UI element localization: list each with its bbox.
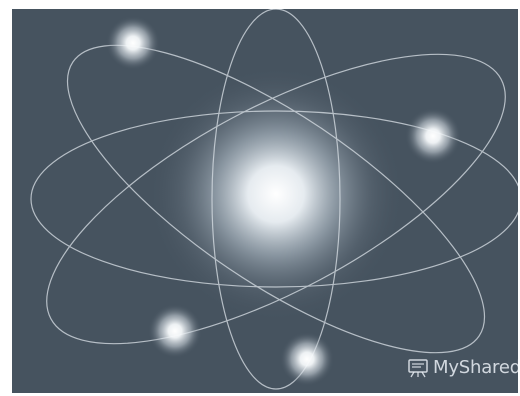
atom-illustration <box>12 9 518 393</box>
electron-glow-bottom-center <box>280 332 334 386</box>
rising-orbit <box>46 53 506 345</box>
presentation-board-icon <box>408 359 428 378</box>
electron-glows <box>106 16 461 386</box>
central-glow <box>148 66 404 322</box>
electron-glow-top-left <box>106 16 160 70</box>
horizontal-orbit <box>30 110 518 288</box>
watermark-text: MyShared <box>433 357 518 378</box>
electron-glow-right <box>405 108 461 164</box>
electron-glow-bottom-left <box>148 304 202 358</box>
vertical-orbit <box>211 9 341 390</box>
atom-image: MyShared <box>12 9 518 393</box>
orbit-ellipses <box>30 9 518 390</box>
myshared-watermark: MyShared <box>407 357 518 379</box>
falling-orbit <box>66 44 486 354</box>
